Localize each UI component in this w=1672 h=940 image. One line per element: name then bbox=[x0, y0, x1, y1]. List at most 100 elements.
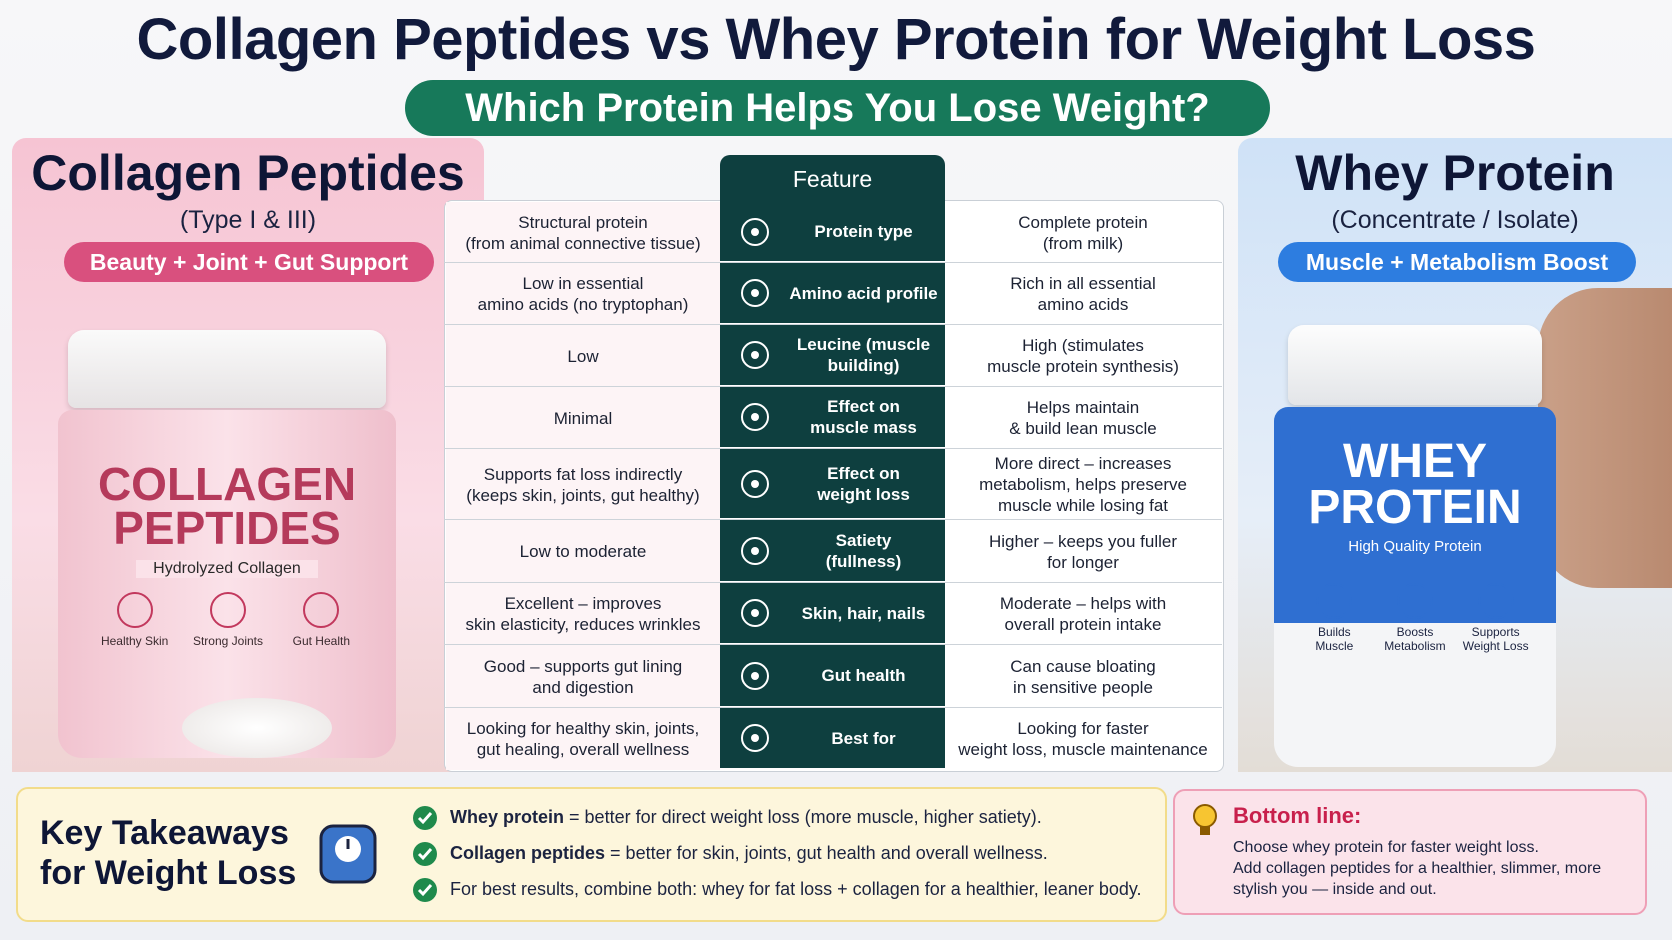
badge-label: Supports Weight Loss bbox=[1462, 625, 1529, 653]
takeaway-item: For best results, combine both: whey for… bbox=[450, 879, 1142, 900]
badge-icon bbox=[1397, 583, 1433, 619]
bottom-line-box: Bottom line: Choose whey protein for fas… bbox=[1173, 789, 1647, 915]
feature-label: Protein type bbox=[814, 222, 913, 241]
panel-title: Collagen Peptides bbox=[31, 145, 465, 201]
table-cell: Supports fat loss indirectly (keeps skin… bbox=[446, 449, 720, 520]
panel-subtitle: (Concentrate / Isolate) bbox=[1331, 206, 1579, 234]
feature-label: Leucine (muscle building) bbox=[796, 335, 931, 375]
panel-tag: Muscle + Metabolism Boost bbox=[1278, 242, 1636, 282]
badge-icon bbox=[210, 592, 246, 628]
takeaway-text: For best results, combine both: whey for… bbox=[450, 879, 1142, 899]
badge-label: Builds Muscle bbox=[1315, 625, 1354, 653]
table-cell: Higher – keeps you fuller for longer bbox=[988, 531, 1178, 572]
feature-icon bbox=[741, 341, 769, 369]
whey-panel: Whey Protein (Concentrate / Isolate) Mus… bbox=[1238, 138, 1672, 772]
badge-icon bbox=[1477, 583, 1514, 619]
feature-icon bbox=[741, 403, 769, 431]
takeaways-box: Key Takeaways for Weight Loss Whey prote… bbox=[16, 787, 1167, 922]
badge-row: Healthy Skin Strong Joints Gut Health bbox=[88, 592, 368, 672]
feature-icon bbox=[741, 599, 769, 627]
collagen-panel: Collagen Peptides (Type I & III) Beauty … bbox=[12, 138, 484, 772]
badge-label: Gut Health bbox=[292, 634, 350, 648]
table-cell: Minimal bbox=[446, 387, 720, 449]
panel-title: Whey Protein bbox=[1295, 145, 1615, 201]
feature-cell: Protein type bbox=[720, 202, 945, 261]
bottom-line-text: Choose whey protein for faster weight lo… bbox=[1233, 839, 1602, 898]
table-cell: Helps maintain & build lean muscle bbox=[1009, 398, 1157, 438]
table-cell: Excellent – improves skin elasticity, re… bbox=[446, 583, 720, 645]
table-cell: Rich in all essential amino acids bbox=[1010, 274, 1156, 314]
check-icon bbox=[413, 878, 437, 902]
takeaway-bold: Whey protein bbox=[450, 807, 565, 827]
panel-subtitle: (Type I & III) bbox=[179, 206, 317, 234]
collagen-jar: COLLAGEN PEPTIDES Hydrolyzed Collagen He… bbox=[58, 330, 396, 760]
badge-label: Healthy Skin bbox=[100, 634, 169, 648]
badge-icon bbox=[1316, 583, 1353, 619]
table-cell: Moderate – helps with overall protein in… bbox=[999, 594, 1167, 634]
feature-icon bbox=[741, 217, 769, 246]
feature-cell: Best for bbox=[720, 708, 945, 768]
takeaway-text: = better for direct weight loss (more mu… bbox=[569, 807, 1042, 827]
check-icon bbox=[413, 842, 437, 866]
badge-label: Strong Joints bbox=[192, 634, 264, 648]
table-cell: Low to moderate bbox=[446, 520, 720, 583]
takeaway-text: = better for skin, joints, gut health an… bbox=[610, 843, 1048, 863]
feature-cell: Gut health bbox=[720, 645, 945, 706]
jar-lid bbox=[68, 330, 386, 408]
badge-row: Builds Muscle Boosts Metabolism Supports W… bbox=[1294, 583, 1536, 683]
panel-tag: Beauty + Joint + Gut Support bbox=[64, 242, 434, 282]
subtitle-pill: Which Protein Helps You Lose Weight? bbox=[405, 80, 1270, 136]
table-cell: Structural protein (from animal connecti… bbox=[446, 202, 720, 263]
feature-icon bbox=[741, 536, 769, 565]
table-cell: More direct – increases metabolism, help… bbox=[979, 454, 1187, 515]
table-cell: Low bbox=[446, 325, 720, 387]
row-divider bbox=[444, 582, 1222, 583]
table-cell: Looking for faster weight loss, muscle m… bbox=[958, 719, 1208, 759]
feature-icon bbox=[741, 279, 769, 307]
feature-label: Effect on weight loss bbox=[817, 463, 910, 504]
table-cell: High (stimulates muscle protein synthesi… bbox=[987, 336, 1179, 376]
takeaways-title: Key Takeaways for Weight Loss bbox=[40, 814, 297, 892]
feature-label: Effect on muscle mass bbox=[810, 397, 917, 437]
badge-icon bbox=[116, 592, 153, 628]
bulb-icon bbox=[1193, 804, 1217, 835]
jar-label: COLLAGEN PEPTIDES bbox=[97, 458, 357, 554]
row-divider bbox=[444, 707, 1222, 708]
table-cell: Complete protein (from milk) bbox=[1018, 212, 1148, 253]
feature-label: Gut health bbox=[821, 666, 906, 685]
feature-cell: Effect on weight loss bbox=[720, 449, 945, 518]
model-figure bbox=[1538, 288, 1672, 588]
table-cell: Can cause bloating in sensitive people bbox=[1010, 656, 1156, 697]
takeaway-item: Collagen peptides = better for skin, joi… bbox=[450, 843, 1048, 864]
jar-lid bbox=[1288, 325, 1542, 405]
badge-label: Boosts Metabolism bbox=[1384, 625, 1446, 653]
page-title: Collagen Peptides vs Whey Protein for We… bbox=[136, 7, 1536, 72]
takeaway-bold: Collagen peptides bbox=[450, 843, 606, 863]
row-divider bbox=[444, 262, 1222, 263]
table-header: Feature bbox=[720, 155, 945, 203]
jar-label: WHEY PROTEIN bbox=[1308, 435, 1522, 534]
row-divider bbox=[444, 448, 1222, 449]
feature-cell: Skin, hair, nails bbox=[720, 583, 945, 643]
row-divider bbox=[444, 324, 1222, 325]
powder bbox=[182, 698, 332, 758]
row-divider bbox=[444, 386, 1222, 387]
feature-icon bbox=[741, 469, 769, 498]
row-divider bbox=[444, 519, 1222, 520]
row-divider bbox=[444, 644, 1222, 645]
jar-sublabel: High Quality Protein bbox=[1348, 538, 1482, 555]
feature-icon bbox=[741, 661, 769, 690]
table-cell: Good – supports gut lining and digestion bbox=[446, 645, 720, 708]
takeaway-item: Whey protein = better for direct weight … bbox=[450, 807, 1042, 828]
feature-cell: Satiety (fullness) bbox=[720, 520, 945, 581]
feature-cell: Effect on muscle mass bbox=[720, 387, 945, 447]
feature-label: Satiety (fullness) bbox=[825, 530, 902, 571]
badge-icon bbox=[303, 592, 340, 628]
feature-label: Best for bbox=[831, 728, 896, 748]
table-cell: Low in essential amino acids (no tryptop… bbox=[446, 263, 720, 325]
whey-jar: WHEY PROTEIN High Quality Protein Builds… bbox=[1274, 325, 1556, 768]
feature-icon bbox=[741, 724, 769, 752]
feature-label: Amino acid profile bbox=[789, 283, 938, 303]
scale-icon bbox=[319, 824, 377, 884]
